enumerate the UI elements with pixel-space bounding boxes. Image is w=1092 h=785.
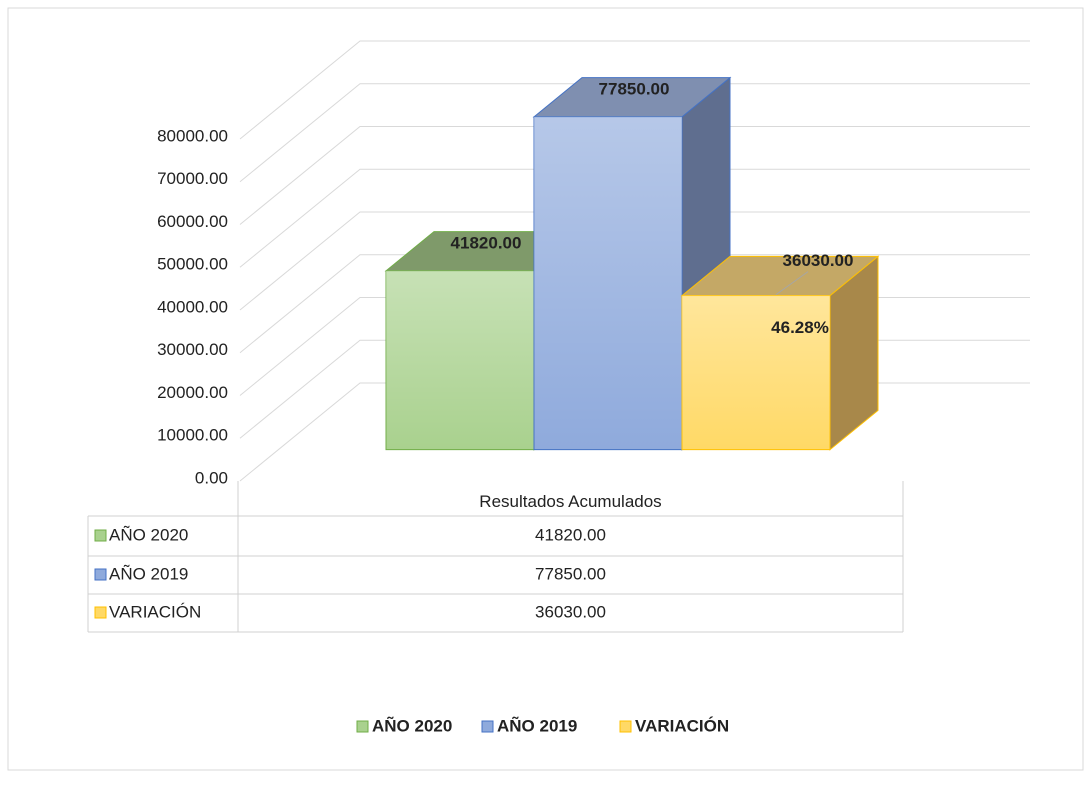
table-legend-key xyxy=(94,568,107,581)
table-legend-key xyxy=(94,606,107,619)
y-tick-label: 40000.00 xyxy=(157,297,228,316)
legend-key xyxy=(481,720,494,733)
table-cell: 36030.00 xyxy=(535,602,606,621)
y-tick-label: 80000.00 xyxy=(157,126,228,145)
grid-line xyxy=(239,126,1030,225)
table-header: Resultados Acumulados xyxy=(479,492,661,511)
table-row-label: AÑO 2020 xyxy=(109,525,188,544)
table-row-label: VARIACIÓN xyxy=(109,602,201,621)
legend-label: AÑO 2020 xyxy=(372,715,452,735)
table-cell: 41820.00 xyxy=(535,525,606,544)
table-legend-key xyxy=(94,529,107,542)
y-tick-label: 70000.00 xyxy=(157,169,228,188)
y-tick-label: 60000.00 xyxy=(157,212,228,231)
y-tick-label: 50000.00 xyxy=(157,255,228,274)
legend-key xyxy=(619,720,632,733)
y-tick-label: 20000.00 xyxy=(157,383,228,402)
legend-key xyxy=(356,720,369,733)
table-row-label: AÑO 2019 xyxy=(109,564,188,583)
data-label: 41820.00 xyxy=(451,233,522,252)
grid-line xyxy=(239,254,1030,354)
y-tick-label: 30000.00 xyxy=(157,340,228,359)
y-tick-label: 0.00 xyxy=(195,468,228,487)
legend-label: AÑO 2019 xyxy=(497,715,577,735)
bar-shine xyxy=(386,270,534,450)
legend-label: VARIACIÓN xyxy=(635,716,729,735)
grid-line xyxy=(239,40,1030,140)
data-label: 77850.00 xyxy=(599,79,670,98)
leader-line xyxy=(775,271,809,296)
annotation: 46.28% xyxy=(771,318,829,337)
grid-line xyxy=(239,168,1030,268)
y-tick-label: 10000.00 xyxy=(157,426,228,445)
grid-line xyxy=(239,83,1030,183)
bar-shine xyxy=(534,116,682,450)
grid-line xyxy=(239,211,1030,311)
data-label: 36030.00 xyxy=(783,251,854,270)
bar-shine xyxy=(682,295,830,450)
table-cell: 77850.00 xyxy=(535,564,606,583)
